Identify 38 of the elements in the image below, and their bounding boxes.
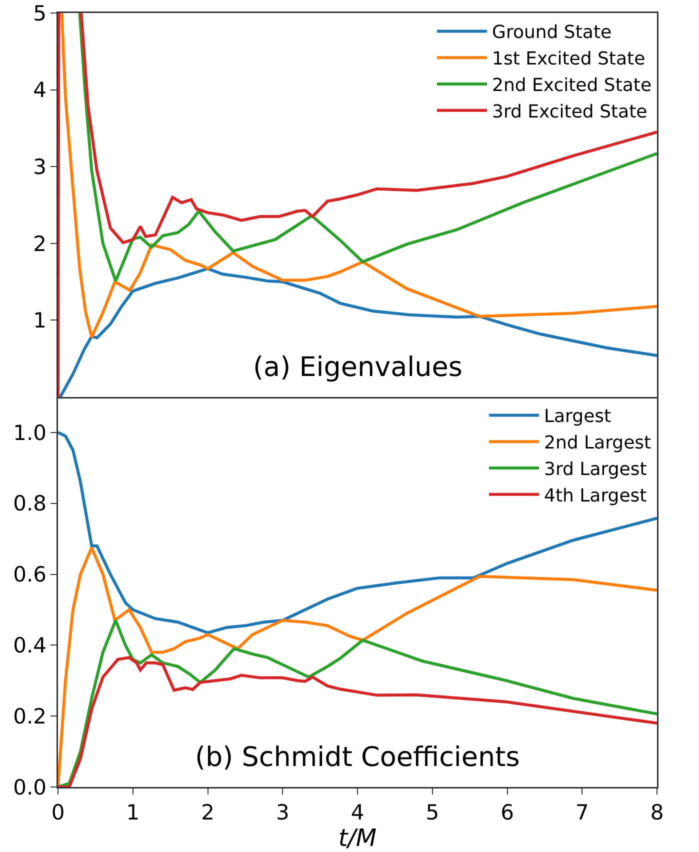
legend-label: 2nd Largest (544, 432, 652, 454)
x-tick-label: 5 (426, 800, 440, 824)
x-tick-label: 8 (650, 800, 664, 824)
y-tick-label: 0.8 (13, 492, 46, 516)
line-series (58, 267, 657, 397)
x-tick-label: 4 (350, 800, 364, 824)
legend-label: 1st Excited State (492, 48, 646, 70)
x-tick-label: 1 (126, 800, 140, 824)
y-tick-label: 2 (33, 232, 46, 256)
x-tick-label: 0 (51, 800, 65, 824)
line-series (58, 546, 657, 787)
y-tick-label: 1 (33, 308, 46, 333)
y-tick-label: 0.4 (13, 634, 46, 658)
y-tick-label: 0.0 (13, 775, 46, 800)
annotation: (b) Schmidt Coefficients (195, 742, 520, 773)
line-series (60, 13, 657, 339)
y-tick-label: 0.6 (13, 562, 46, 587)
legend-label: Largest (544, 406, 612, 428)
legend-label: 3rd Excited State (492, 101, 648, 122)
legend-label: Ground State (492, 22, 612, 44)
y-tick-label: 4 (33, 78, 46, 102)
y-tick-label: 0.2 (13, 704, 46, 728)
x-tick-label: 7 (575, 800, 589, 824)
annotation: (a) Eigenvalues (253, 352, 462, 383)
x-axis-title: t/M (338, 824, 377, 852)
x-tick-label: 2 (201, 800, 214, 824)
legend-label: 2nd Excited State (492, 75, 652, 96)
x-tick-label: 3 (276, 800, 290, 824)
legend-label: 4th Largest (544, 485, 647, 506)
y-tick-label: 1.0 (13, 420, 46, 445)
legend-label: 3rd Largest (544, 459, 647, 480)
y-tick-label: 3 (33, 154, 46, 179)
line-series (58, 430, 657, 634)
x-tick-label: 6 (500, 800, 514, 824)
line-series (58, 618, 657, 787)
y-tick-label: 5 (33, 1, 46, 26)
line-series (58, 656, 657, 787)
line-series (78, 13, 657, 283)
